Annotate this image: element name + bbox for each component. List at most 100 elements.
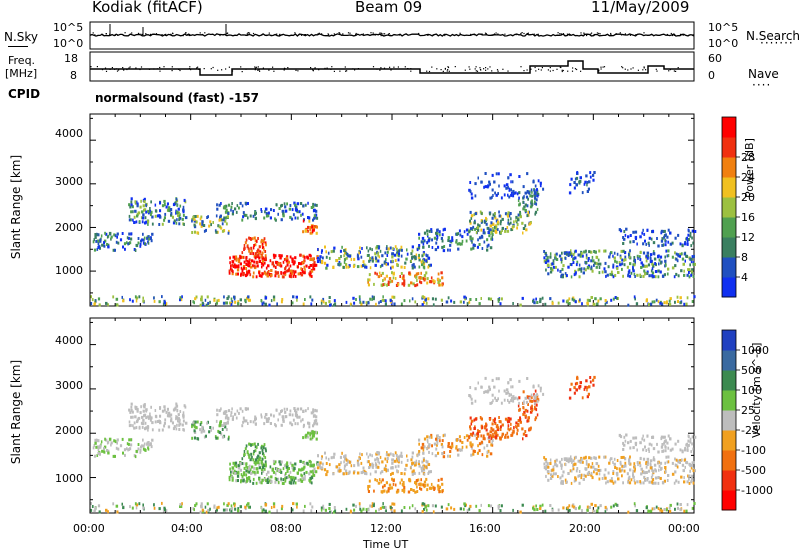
velocity-mark: [404, 467, 407, 471]
velocity-mark: [205, 434, 207, 438]
velocity-mark: [335, 465, 339, 469]
velocity-mark: [240, 473, 243, 477]
velocity-mark: [137, 443, 140, 446]
velocity-mark: [588, 456, 591, 460]
velocity-mark: [393, 509, 396, 513]
power-mark: [681, 252, 683, 256]
velocity-mark: [623, 469, 626, 473]
power-mark: [265, 211, 268, 215]
velocity-mark: [519, 416, 521, 420]
power-mark: [493, 180, 496, 184]
power-mark: [244, 298, 247, 302]
power-mark: [494, 216, 497, 220]
power-mark: [643, 269, 646, 273]
velocity-mark: [441, 439, 444, 443]
velocity-mark: [143, 413, 147, 417]
power-mark: [489, 196, 492, 200]
power-mark: [282, 260, 285, 264]
power-mark: [516, 223, 519, 227]
power-mark: [263, 271, 266, 275]
power-mark: [252, 275, 255, 279]
power-mark: [426, 232, 429, 236]
velocity-mark: [403, 486, 406, 489]
power-mark: [313, 267, 316, 271]
power-mark: [493, 214, 496, 218]
velocity-mark: [310, 509, 313, 513]
power-mark: [414, 284, 417, 288]
power-mark: [442, 228, 445, 232]
power-mark: [474, 212, 478, 216]
velocity-mark: [680, 475, 683, 479]
velocity-mark: [667, 474, 670, 477]
power-mark: [227, 231, 230, 235]
velocity-mark: [669, 509, 672, 513]
power-mark: [664, 238, 666, 242]
velocity-mark: [294, 476, 297, 480]
power-mark: [374, 263, 377, 267]
power-mark: [126, 236, 129, 240]
velocity-mark: [498, 420, 501, 423]
power-mark: [362, 300, 365, 304]
velocity-mark: [316, 422, 319, 426]
nave-point: [622, 67, 624, 69]
power-mark: [628, 274, 632, 278]
power-mark: [469, 227, 473, 231]
power-mark: [431, 297, 434, 301]
velocity-mark: [587, 392, 590, 396]
velocity-mark: [500, 425, 502, 429]
power-mark: [659, 301, 662, 305]
velocity-mark: [567, 472, 570, 475]
velocity-mark: [266, 481, 269, 484]
velocity-mark: [395, 490, 399, 494]
power-mark: [492, 229, 495, 233]
power-mark: [625, 227, 628, 231]
power-mark: [90, 302, 93, 305]
power-mark: [394, 277, 397, 280]
velocity-mark: [508, 420, 511, 424]
nsearch-point: [643, 32, 645, 34]
power-mark: [403, 266, 406, 269]
power-mark: [368, 278, 371, 282]
power-mark: [220, 202, 222, 205]
velocity-mark: [306, 461, 309, 465]
velocity-mark: [141, 415, 144, 419]
velocity-mark: [578, 385, 581, 389]
nave-point: [410, 70, 412, 72]
power-mark: [654, 270, 658, 273]
velocity-mark: [134, 415, 137, 419]
velocity-mark: [260, 506, 263, 510]
power-mark: [402, 277, 405, 281]
velocity-mark: [259, 456, 262, 460]
nave-point: [675, 70, 677, 72]
power-mark: [686, 239, 689, 243]
nave-point: [295, 69, 297, 71]
power-mark: [315, 203, 318, 207]
power-mark: [371, 297, 373, 301]
velocity-mark: [292, 418, 295, 422]
nave-point: [376, 68, 378, 70]
nave-tick-top: 60: [708, 52, 722, 65]
velocity-mark: [228, 475, 231, 479]
velocity-mark: [315, 470, 318, 474]
velocity-mark: [619, 469, 622, 473]
velocity-mark: [251, 455, 253, 459]
velocity-mark: [254, 458, 257, 462]
power-mark: [115, 240, 118, 244]
power-mark: [247, 298, 250, 302]
velocity-mark: [491, 443, 494, 447]
velocity-mark: [260, 444, 263, 448]
velocity-mark: [443, 451, 446, 455]
nsearch-point: [333, 33, 335, 35]
power-mark: [243, 266, 245, 270]
velocity-mark: [419, 486, 421, 490]
power-mark: [369, 256, 372, 260]
power-mark: [636, 273, 639, 277]
power-mark: [655, 298, 658, 302]
nave-point: [383, 67, 386, 69]
power-mark: [528, 191, 531, 195]
power-mark: [237, 272, 239, 276]
velocity-mark: [469, 425, 471, 429]
power-mark: [438, 283, 440, 287]
velocity-mark: [571, 461, 573, 464]
power-panel-frame: [89, 113, 695, 307]
